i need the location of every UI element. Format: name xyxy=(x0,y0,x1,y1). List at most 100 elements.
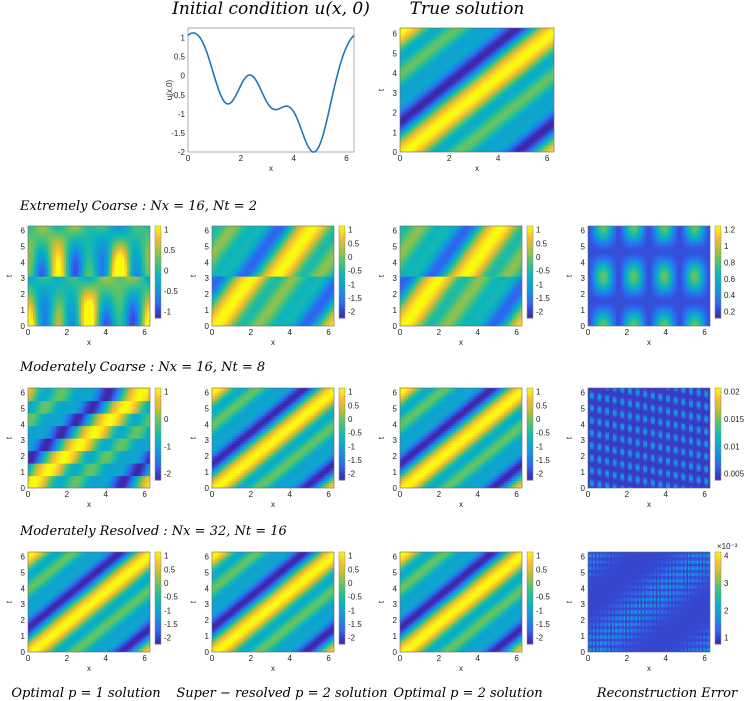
heatmap-cell xyxy=(457,45,461,48)
heatmap-cell xyxy=(521,146,524,149)
heatmap-cell xyxy=(498,126,501,130)
heatmap-cell xyxy=(502,148,505,151)
heatmap-cell xyxy=(517,31,520,35)
heatmap-cell xyxy=(415,45,418,48)
heatmap-cell xyxy=(461,51,465,54)
heatmap-cell xyxy=(525,130,528,134)
heatmap-cell xyxy=(478,76,482,79)
heatmap-cell xyxy=(400,68,403,72)
heatmap-cell xyxy=(482,88,486,91)
heatmap-cell xyxy=(527,39,530,43)
heatmap-cell xyxy=(484,103,488,107)
heatmap-cell xyxy=(486,59,490,62)
heatmap-cell xyxy=(511,138,515,141)
heatmap-cell xyxy=(548,37,551,41)
heatmap-cell xyxy=(450,128,453,132)
heatmap-cell xyxy=(486,31,490,35)
heatmap-cell xyxy=(467,93,470,97)
heatmap-cell xyxy=(477,126,480,130)
heatmap-cell xyxy=(444,68,447,72)
heatmap-cell xyxy=(465,55,468,58)
heatmap-cell xyxy=(419,72,422,76)
heatmap-cell xyxy=(521,124,524,128)
heatmap-cell xyxy=(409,93,413,97)
heatmap-cell xyxy=(453,70,457,74)
heatmap-cell xyxy=(436,35,440,39)
heatmap-cell xyxy=(411,35,415,39)
heatmap-cell xyxy=(461,136,465,140)
heatmap-cell xyxy=(411,124,415,128)
heatmap-cell xyxy=(446,64,449,68)
heatmap-cell xyxy=(546,59,549,62)
heatmap-cell xyxy=(478,43,482,47)
heatmap-cell xyxy=(457,90,461,93)
heatmap-cell xyxy=(426,138,430,141)
heatmap-cell xyxy=(550,80,553,83)
heatmap-cell xyxy=(544,105,547,109)
heatmap-cell xyxy=(542,64,545,68)
heatmap-cell xyxy=(405,33,409,37)
heatmap-cell xyxy=(507,117,511,120)
heatmap-cell xyxy=(469,84,472,87)
heatmap-cell xyxy=(417,33,420,37)
heatmap-cell xyxy=(471,53,474,56)
heatmap-cell xyxy=(457,33,461,37)
heatmap-cell xyxy=(436,57,440,60)
heatmap-cell xyxy=(428,142,432,145)
heatmap-cell xyxy=(500,80,503,83)
heatmap-cell xyxy=(480,78,484,81)
heatmap-cell xyxy=(542,109,545,112)
heatmap-cell xyxy=(423,70,426,74)
heatmap-cell xyxy=(473,31,476,35)
heatmap-cell xyxy=(442,31,445,35)
heatmap-cell xyxy=(548,107,551,110)
heatmap-cell xyxy=(503,126,507,130)
heatmap-cell xyxy=(430,115,434,118)
heatmap-cell xyxy=(451,78,455,81)
heatmap-cell xyxy=(430,53,434,56)
heatmap-cell xyxy=(477,140,480,143)
heatmap-cell xyxy=(530,68,534,72)
heatmap-cell xyxy=(544,128,547,132)
heatmap-cell xyxy=(528,136,532,140)
heatmap-cell xyxy=(530,105,534,109)
heatmap-cell xyxy=(463,60,467,64)
heatmap-cell xyxy=(509,41,513,45)
heatmap-cell xyxy=(552,82,554,85)
heatmap-cell xyxy=(463,88,467,91)
heatmap-cell xyxy=(477,122,480,126)
heatmap-cell xyxy=(444,70,447,74)
heatmap-cell xyxy=(434,122,438,126)
heatmap-cell xyxy=(505,82,509,85)
heatmap-cell xyxy=(444,74,447,78)
heatmap-cell xyxy=(440,148,443,151)
heatmap-cell xyxy=(446,113,449,116)
heatmap-cell xyxy=(492,76,495,79)
heatmap-cell xyxy=(513,33,517,37)
heatmap-cell xyxy=(461,49,465,52)
heatmap-cell xyxy=(515,130,519,134)
heatmap-cell xyxy=(413,80,416,83)
heatmap-cell xyxy=(552,57,554,60)
heatmap-cell xyxy=(473,84,476,87)
heatmap-cell xyxy=(521,82,524,85)
heatmap-cell xyxy=(532,80,536,83)
heatmap-cell xyxy=(515,33,519,37)
heatmap-cell xyxy=(482,134,486,138)
heatmap-cell xyxy=(527,122,530,126)
heatmap-cell xyxy=(419,113,422,116)
heatmap-cell xyxy=(430,76,434,79)
heatmap-cell xyxy=(511,105,515,109)
heatmap-cell xyxy=(498,91,501,95)
heatmap-cell xyxy=(536,126,540,130)
heatmap-cell xyxy=(473,148,476,151)
heatmap-cell xyxy=(471,107,474,110)
heatmap-cell xyxy=(413,128,416,132)
heatmap-cell xyxy=(401,90,405,93)
heatmap-cell xyxy=(507,80,511,83)
heatmap-cell xyxy=(494,41,497,45)
heatmap-cell xyxy=(500,130,503,134)
heatmap-cell xyxy=(540,51,544,54)
heatmap-cell xyxy=(544,119,547,122)
heatmap-cell xyxy=(463,86,467,89)
